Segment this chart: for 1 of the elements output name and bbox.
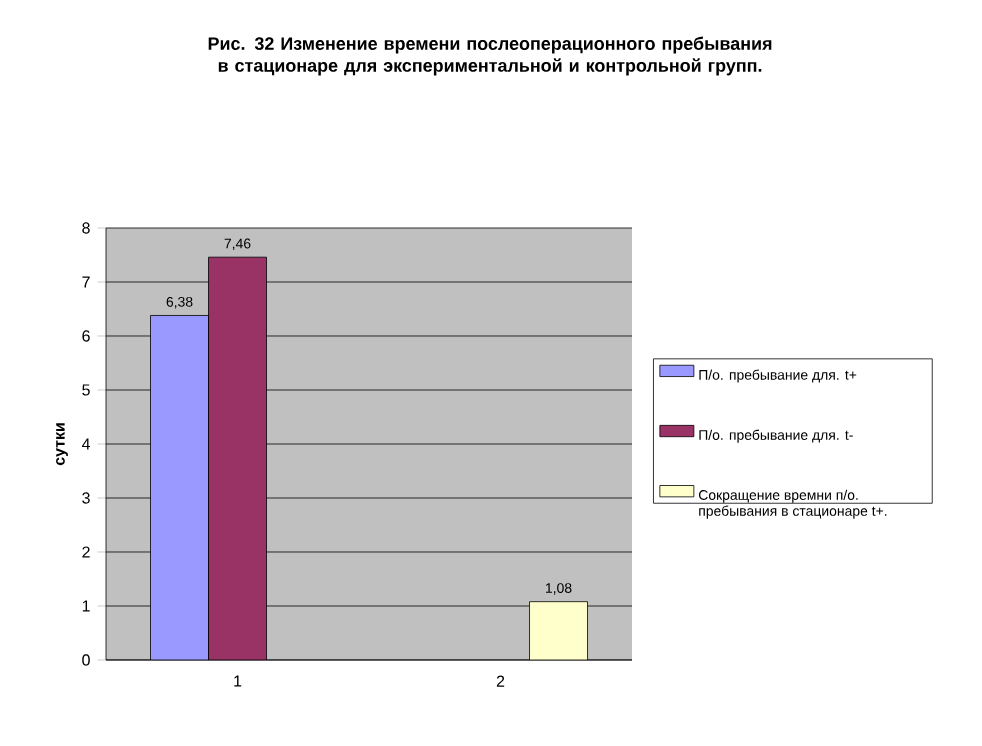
chart-title: Рис. 32 Изменение времени послеоперационного пребывания в стационаре для экспериментальной и контрольной групп.	[208, 36, 772, 76]
